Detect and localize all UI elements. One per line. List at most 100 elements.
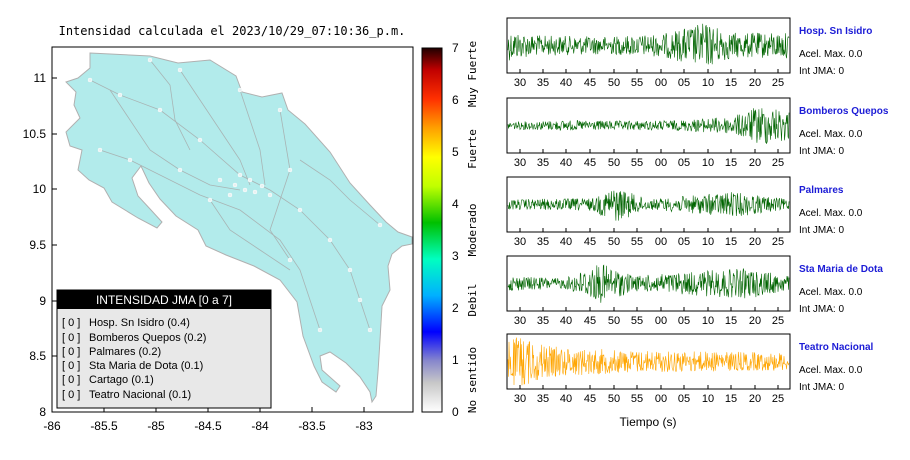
waveform-panel: 30 35 40 45 50 55 00 05 10 15 20 25 Bomberos Quepos A… [506,97,889,169]
y-tick-label: 11 [34,71,47,85]
waveform-tick-label: 30 [514,393,526,405]
colorbar-category-label: No sentido [466,347,479,413]
legend-item-value: [ 0 ] [62,389,80,401]
waveform-tick-label: 40 [560,315,572,327]
waveform-tick-label: 35 [537,393,549,405]
x-tick-label: -84.5 [194,419,222,433]
legend-item-label: Sta Maria de Dota (0.1) [89,360,203,372]
colorbar-category-label: Fuerte [466,129,479,169]
waveform-panel: 30 35 40 45 50 55 00 05 10 15 20 25 Teatro Nacional A… [506,333,873,405]
colorbar-tick: 1 [452,353,459,367]
colorbar-tick: 2 [452,301,459,315]
y-tick-label: 8.5 [29,349,46,363]
station-accel: Acel. Max. 0.0 [799,365,863,376]
waveform-trace [507,264,790,303]
intensity-legend: INTENSIDAD JMA [0 a 7] [ 0 ] Hosp. Sn Is… [56,289,272,409]
waveform-tick-label: 40 [560,77,572,89]
legend-item-label: Cartago (0.1) [89,374,154,386]
station-jma: Int JMA: 0 [799,146,844,157]
waveform-tick-label: 10 [702,315,714,327]
station-jma: Int JMA: 0 [799,304,844,315]
y-tick-label: 10 [33,182,47,196]
waveform-tick-label: 15 [725,236,737,248]
waveform-tick-label: 05 [678,393,690,405]
waveform-tick-label: 40 [560,393,572,405]
waveform-tick-label: 05 [678,315,690,327]
waveform-tick-label: 45 [584,393,596,405]
station-accel: Acel. Max. 0.0 [799,129,863,140]
waveform-tick-label: 10 [702,393,714,405]
x-tick-label: -86 [43,419,61,433]
x-tick-label: -85.5 [90,419,118,433]
waveform-tick-label: 30 [514,236,526,248]
waveform-tick-label: 15 [725,393,737,405]
waveform-tick-label: 55 [631,157,643,169]
station-accel: Acel. Max. 0.0 [799,287,863,298]
station-name: Palmares [799,185,844,196]
waveform-tick-label: 45 [584,77,596,89]
station-jma: Int JMA: 0 [799,66,844,77]
waveform-tick-label: 10 [702,236,714,248]
waveform-tick-label: 45 [584,236,596,248]
waveform-tick-label: 25 [772,77,784,89]
waveform-panel: 30 35 40 45 50 55 00 05 10 15 20 25 Palmares Acel. Ma… [506,176,863,248]
x-tick-label: -85 [147,419,165,433]
waveform-panel: 30 35 40 45 50 55 00 05 10 15 20 25 Hosp. Sn Isidro A… [506,17,872,89]
colorbar-tick: 7 [452,41,459,55]
waveform-tick-label: 05 [678,77,690,89]
colorbar-tick: 5 [452,145,459,159]
waveform-tick-label: 15 [725,315,737,327]
station-points [87,57,383,333]
waveform-tick-label: 50 [608,157,620,169]
colorbar-tick: 0 [452,405,459,419]
waveform-trace [507,108,790,144]
waveform-tick-label: 50 [608,236,620,248]
road-network [89,59,381,331]
waveform-trace [507,190,790,221]
legend-item-label: Teatro Nacional (0.1) [89,389,191,401]
waveform-tick-label: 55 [631,236,643,248]
waveform-panel: 30 35 40 45 50 55 00 05 10 15 20 25 Sta Maria de Dot… [506,255,883,327]
station-jma: Int JMA: 0 [799,382,844,393]
x-tick-label: -84 [251,419,269,433]
legend-title: INTENSIDAD JMA [0 a 7] [96,293,232,307]
legend-header [57,290,271,309]
y-tick-label: 8 [39,405,46,419]
waveform-tick-label: 55 [631,315,643,327]
waveform-frame [506,255,791,312]
legend-item-label: Palmares (0.2) [89,346,161,358]
colorbar-category-label: Moderado [466,204,479,257]
colorbar-tick: 6 [452,93,459,107]
station-name: Bomberos Quepos [799,106,889,117]
waveform-tick-label: 05 [678,157,690,169]
waveform-tick-label: 20 [749,315,761,327]
legend-item-value: [ 0 ] [62,374,80,386]
waveform-tick-label: 45 [584,315,596,327]
waveform-tick-label: 30 [514,315,526,327]
waveform-tick-label: 35 [537,77,549,89]
waveform-tick-label: 35 [537,315,549,327]
station-name: Teatro Nacional [799,342,873,353]
waveform-tick-label: 15 [725,77,737,89]
waveform-panels: 30 35 40 45 50 55 00 05 10 15 20 25 Hosp. Sn Isidro A… [506,17,889,405]
waveform-tick-label: 05 [678,236,690,248]
station-jma: Int JMA: 0 [799,225,844,236]
colorbar-category-label: Muy Fuerte [466,41,479,107]
x-tick-label: -83 [355,419,373,433]
waveform-tick-label: 00 [655,236,667,248]
waveform-tick-label: 20 [749,393,761,405]
colorbar-tick: 3 [452,249,459,263]
waveform-tick-label: 30 [514,157,526,169]
legend-box [56,289,272,409]
map-title: Intensidad calculada el 2023/10/29_07:10… [59,24,406,38]
waveform-tick-label: 25 [772,236,784,248]
waveform-trace [507,337,790,386]
waveform-tick-label: 40 [560,236,572,248]
waveform-tick-label: 00 [655,157,667,169]
waveform-tick-label: 30 [514,77,526,89]
waveform-tick-label: 45 [584,157,596,169]
station-name: Hosp. Sn Isidro [799,26,872,37]
legend-item-value: [ 0 ] [62,360,80,372]
legend-item-value: [ 0 ] [62,317,80,329]
